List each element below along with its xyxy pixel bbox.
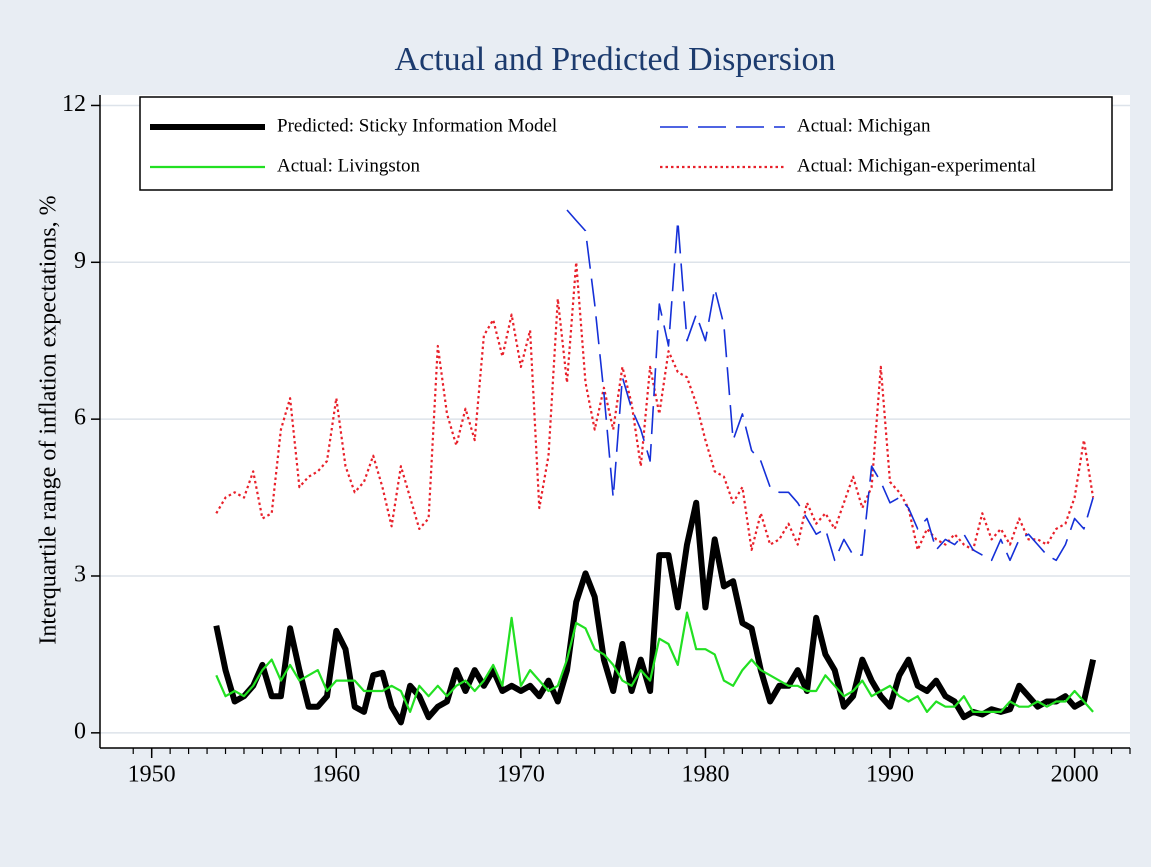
y-tick-label: 0 <box>74 718 86 744</box>
y-tick-label: 3 <box>74 561 86 587</box>
x-tick-label: 2000 <box>1051 762 1099 788</box>
y-tick-label: 6 <box>74 405 86 431</box>
x-tick-label: 1970 <box>497 762 545 788</box>
chart-title: Actual and Predicted Dispersion <box>395 41 836 78</box>
series-line <box>566 209 1094 562</box>
series-line <box>215 611 1094 713</box>
y-tick-label: 9 <box>74 248 86 274</box>
x-tick-label: 1960 <box>312 762 360 788</box>
plot-area <box>100 95 1130 748</box>
y-tick-label: 12 <box>62 91 86 117</box>
x-tick-label: 1990 <box>866 762 914 788</box>
legend-label: Predicted: Sticky Information Model <box>277 115 557 136</box>
x-tick-label: 1980 <box>681 762 729 788</box>
legend-box <box>139 96 1113 191</box>
series-line <box>213 499 1097 726</box>
legend-label: Actual: Michigan <box>797 115 931 136</box>
x-tick-label: 1950 <box>128 762 176 788</box>
legend-label: Actual: Livingston <box>277 155 421 176</box>
y-axis-label: Interquartile range of inflation expecta… <box>36 195 62 644</box>
legend-label: Actual: Michigan-experimental <box>797 155 1036 176</box>
